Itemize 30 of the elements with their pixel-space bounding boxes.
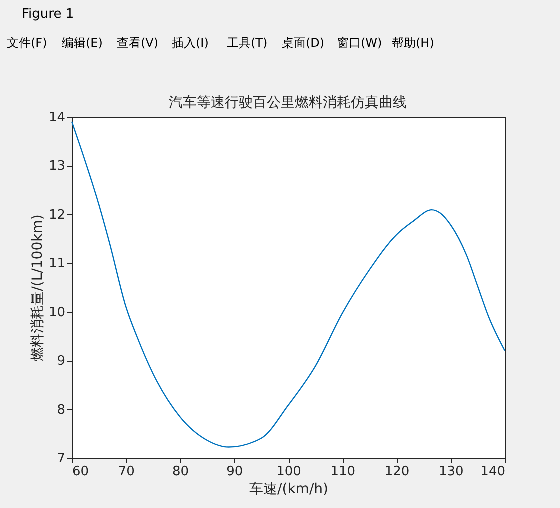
text: 查看(V) — [117, 36, 159, 50]
text: 桌面(D) — [282, 36, 325, 50]
x-tick-label: 110 — [330, 464, 356, 480]
text: 插入(I) — [172, 36, 209, 50]
x-tick-label: 90 — [226, 464, 244, 480]
y-tick-label: 10 — [48, 305, 66, 320]
text: 文件(F) — [7, 36, 48, 50]
y-tick-label: 7 — [57, 452, 66, 466]
y-tick-label: 13 — [48, 159, 66, 174]
chart-title: 汽车等速行驶百公里燃料消耗仿真曲线 — [169, 95, 407, 111]
y-tick-label: 8 — [57, 402, 66, 418]
line-series — [71, 121, 506, 448]
x-axis-title: 车速/(km/h) — [250, 482, 328, 498]
x-tick-label: 100 — [276, 464, 302, 480]
x-tick-label: 130 — [438, 464, 464, 480]
caption: Figure 1 — [22, 7, 74, 22]
text: 工具(T) — [227, 36, 268, 50]
y-tick-label: 11 — [48, 256, 66, 272]
text: 帮助(H) — [392, 36, 434, 50]
x-tick-label: 60 — [72, 464, 90, 480]
y-tick-label: 14 — [48, 110, 66, 126]
x-tick-label: 140 — [480, 464, 506, 480]
text: 编辑(E) — [62, 36, 103, 50]
y-tick-label: 9 — [57, 354, 66, 370]
x-tick-label: 120 — [384, 464, 410, 480]
text: 窗口(W) — [337, 36, 382, 50]
x-tick-label: 80 — [172, 464, 190, 480]
x-tick-label: 70 — [118, 464, 135, 480]
y-axis-title: 燃料消耗量/(L/100km) — [30, 214, 46, 362]
y-tick-label: 12 — [48, 208, 66, 223]
